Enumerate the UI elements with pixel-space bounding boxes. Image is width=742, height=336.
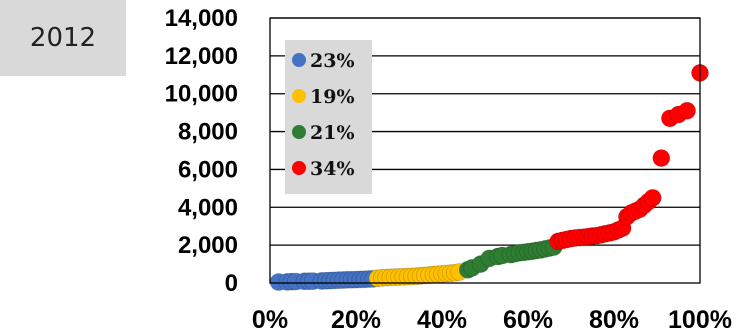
legend-marker	[292, 125, 306, 139]
year-label: 2012	[0, 0, 126, 76]
x-tick-label: 40%	[417, 306, 467, 334]
x-tick-label: 80%	[589, 306, 639, 334]
data-point	[678, 101, 696, 120]
plot-frame	[269, 17, 701, 284]
x-tick-label: 60%	[503, 306, 553, 334]
y-tick-label: 6,000	[178, 156, 238, 183]
y-tick-label: 12,000	[165, 43, 238, 70]
legend-marker	[292, 89, 306, 103]
y-tick-label: 10,000	[165, 81, 238, 108]
data-point	[643, 188, 662, 207]
legend-label: 23%	[310, 50, 355, 72]
x-tick-label: 100%	[668, 306, 732, 334]
x-tick-label: 0%	[252, 306, 288, 334]
legend-marker	[292, 53, 306, 67]
data-points	[269, 63, 709, 291]
legend-label: 34%	[310, 158, 355, 180]
legend-label: 19%	[310, 86, 355, 108]
legend-marker	[292, 161, 306, 175]
y-tick-label: 8,000	[178, 119, 238, 146]
y-tick-label: 0	[225, 270, 238, 297]
axes: 0 2,000 4,000 6,000 8,000 10,000 12,000 14,000 0…	[165, 5, 732, 334]
y-tick-label: 14,000	[165, 5, 238, 32]
legend: 23% 19% 21% 34%	[285, 40, 372, 194]
legend-label: 21%	[310, 122, 355, 144]
y-tick-label: 4,000	[178, 194, 238, 221]
y-tick-label: 2,000	[178, 232, 238, 259]
data-point	[652, 149, 671, 167]
x-tick-label: 20%	[331, 306, 381, 334]
